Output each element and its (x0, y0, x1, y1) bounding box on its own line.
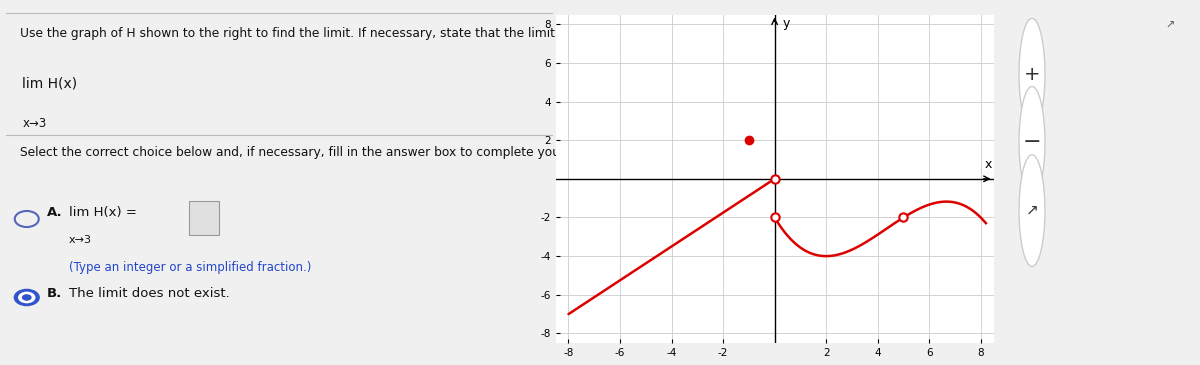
Text: x→3: x→3 (23, 117, 47, 130)
Text: x→3: x→3 (68, 235, 91, 245)
Circle shape (22, 294, 31, 301)
Circle shape (1019, 87, 1045, 198)
Text: +: + (1024, 65, 1040, 84)
Text: B.: B. (47, 287, 62, 300)
Text: ↗: ↗ (1026, 203, 1038, 218)
Text: Select the correct choice below and, if necessary, fill in the answer box to com: Select the correct choice below and, if … (19, 146, 612, 159)
Circle shape (18, 292, 36, 303)
Circle shape (1019, 18, 1045, 130)
Circle shape (1019, 155, 1045, 266)
Text: lim H(x) =: lim H(x) = (68, 206, 137, 219)
Text: (Type an integer or a simplified fraction.): (Type an integer or a simplified fractio… (68, 261, 311, 274)
Text: y: y (782, 16, 790, 30)
Text: Use the graph of H shown to the right to find the limit. If necessary, state tha: Use the graph of H shown to the right to… (19, 27, 649, 41)
Text: A.: A. (47, 206, 62, 219)
Text: −: − (1022, 132, 1042, 152)
Text: lim H(x): lim H(x) (23, 77, 78, 91)
Text: The limit does not exist.: The limit does not exist. (68, 287, 229, 300)
Circle shape (13, 289, 40, 306)
Text: ↗: ↗ (1165, 20, 1175, 31)
FancyBboxPatch shape (188, 201, 218, 235)
Text: x: x (985, 158, 992, 171)
